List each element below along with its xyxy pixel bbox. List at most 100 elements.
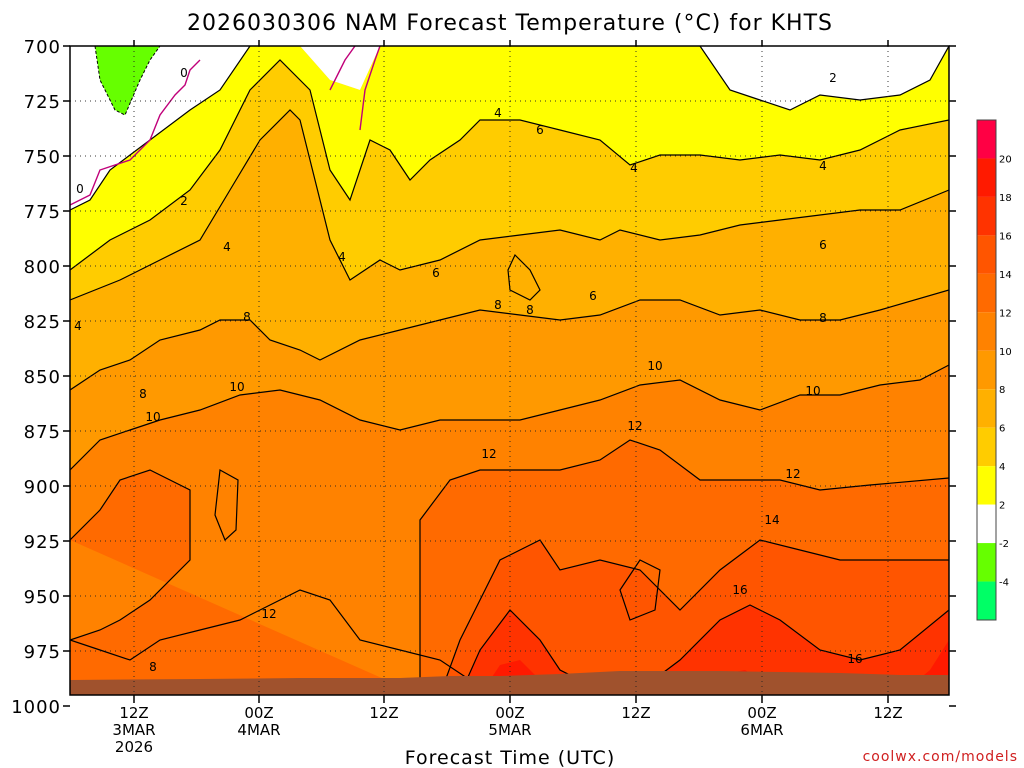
grid [70, 46, 949, 695]
y-tick-label: 1000 [11, 697, 61, 718]
x-tick-label: 5MAR [488, 721, 531, 739]
zero-contour [70, 46, 381, 206]
x-tick-label: 00Z [747, 704, 776, 722]
contour-value-label: 10 [805, 384, 820, 398]
y-tick-label: 875 [24, 422, 61, 443]
colorbar-segment [977, 389, 996, 428]
contour-value-label: 12 [261, 607, 276, 621]
contour-value-label: 0 [76, 182, 84, 196]
x-tick-label: 6MAR [740, 721, 783, 739]
y-tick-label: 950 [24, 587, 61, 608]
colorbar-label: 4 [999, 462, 1005, 473]
y-tick-label: 700 [24, 37, 61, 58]
y-tick-label: 925 [24, 532, 61, 553]
colorbar-label: 6 [999, 424, 1005, 435]
x-tick-label: 00Z [244, 704, 273, 722]
colorbar-label: 2 [999, 501, 1005, 512]
contour-value-label: 4 [338, 250, 346, 264]
x-tick-label: 2026 [115, 738, 153, 756]
contour-value-label: 12 [627, 419, 642, 433]
contour-value-label: 12 [481, 447, 496, 461]
contour-value-label: 4 [494, 106, 502, 120]
contour-value-label: 8 [819, 311, 827, 325]
contour-value-label: 4 [819, 159, 827, 173]
x-tick-label: 12Z [119, 704, 148, 722]
chart-title: 2026030306 NAM Forecast Temperature (°C)… [187, 11, 833, 36]
x-tick-label: 12Z [621, 704, 650, 722]
colorbar-label: 10 [999, 347, 1012, 358]
contour-value-label: 16 [732, 583, 747, 597]
colorbar-label: -2 [999, 539, 1009, 550]
contour-value-label: 2 [180, 194, 188, 208]
x-tick-label: 4MAR [237, 721, 280, 739]
contour-value-label: 6 [819, 238, 827, 252]
colorbar-segment [977, 273, 996, 313]
contour-value-label: 6 [536, 123, 544, 137]
band-0-2 [70, 46, 949, 210]
contour-value-label: 6 [589, 289, 597, 303]
contour-lines [70, 46, 949, 695]
colorbar-segment [977, 504, 996, 544]
contour-value-label: 4 [630, 161, 638, 175]
colorbar-frame [976, 119, 997, 621]
contour-value-label: 0 [180, 66, 188, 80]
y-tick-label: 850 [24, 367, 61, 388]
x-tick-label: 3MAR [112, 721, 155, 739]
y-tick-label: 825 [24, 312, 61, 333]
colorbar-label: 8 [999, 385, 1005, 396]
colorbar-label: 20 [999, 154, 1012, 165]
contour-value-label: 14 [764, 513, 779, 527]
x-tick-label: 00Z [495, 704, 524, 722]
colorbar-segment [977, 543, 996, 582]
contour-value-label: 8 [149, 660, 157, 674]
contour-value-label: 4 [74, 319, 82, 333]
credit-text: coolwx.com/models [863, 749, 1018, 765]
colorbar-segment [977, 581, 996, 620]
contour-value-label: 4 [223, 240, 231, 254]
contour-value-label: 8 [243, 310, 251, 324]
y-tick-label: 975 [24, 642, 61, 663]
colorbar-segment [977, 312, 996, 351]
band-16-18 [460, 605, 949, 695]
contour-value-label: 8 [139, 387, 147, 401]
y-tick-label: 775 [24, 202, 61, 223]
contour-value-label: 12 [785, 467, 800, 481]
contour-value-label: 10 [229, 380, 244, 394]
contour-value-label: 10 [647, 359, 662, 373]
x-axis-title: Forecast Time (UTC) [405, 747, 615, 768]
colorbar-label: -4 [999, 578, 1009, 589]
colorbar-label: 14 [999, 270, 1012, 281]
colorbar-label: 18 [999, 193, 1012, 204]
y-tick-label: 750 [24, 147, 61, 168]
contour-value-label: 16 [847, 652, 862, 666]
colorbar-segment [977, 235, 996, 274]
band-2-4 [70, 46, 949, 270]
contour-value-label: 8 [526, 303, 534, 317]
plot-area [70, 46, 949, 695]
colorbar-segment [977, 427, 996, 467]
y-tick-label: 900 [24, 477, 61, 498]
contour-value-label: 6 [432, 266, 440, 280]
ground-surface [70, 671, 949, 695]
contour-value-label: 2 [829, 71, 837, 85]
contour-labels: 0 0 2 2 4 4 4 4 4 4 6 6 6 6 8 8 8 8 8 8 10 10 10 10 12 12 12 12 14 16… [74, 66, 862, 674]
colorbar-segment [977, 120, 996, 159]
x-tick-label: 12Z [369, 704, 398, 722]
band-minus2 [95, 46, 160, 115]
colorbar-label: 12 [999, 308, 1012, 319]
colorbar-segment [977, 350, 996, 390]
colorbar-segment [977, 466, 996, 505]
band-6-8 [70, 110, 949, 390]
colorbar-segment [977, 158, 996, 197]
x-tick-label: 12Z [873, 704, 902, 722]
colorbar-segment [977, 196, 996, 236]
y-tick-label: 725 [24, 92, 61, 113]
colorbar: 20 18 16 14 12 10 8 6 4 2 -2 -4 [976, 119, 1012, 621]
colorbar-label: 16 [999, 231, 1012, 242]
y-tick-label: 800 [24, 257, 61, 278]
band-4-6 [70, 60, 949, 300]
contour-value-label: 10 [145, 410, 160, 424]
